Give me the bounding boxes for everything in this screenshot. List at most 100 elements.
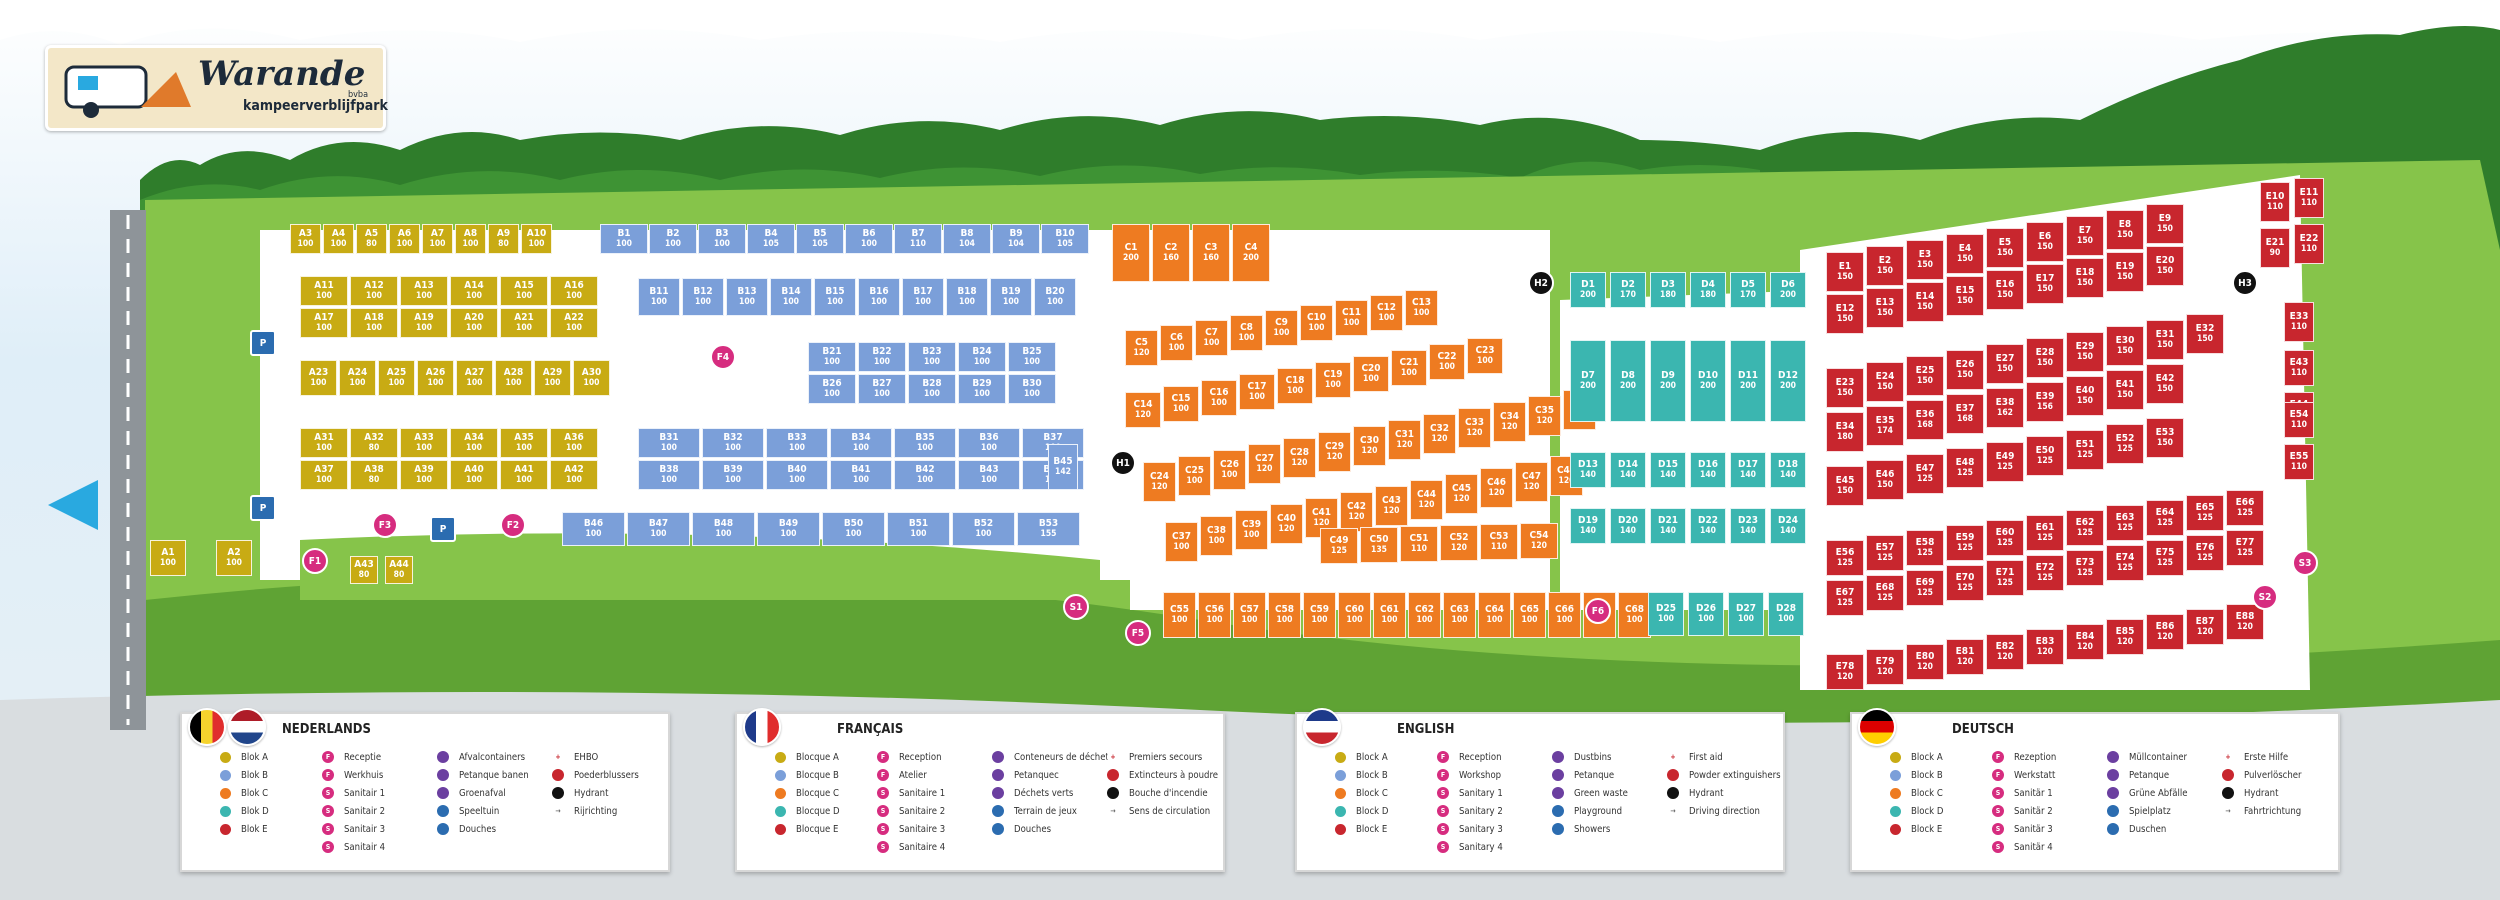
plot-b10[interactable]: B10 105	[1041, 224, 1089, 254]
plot-b30[interactable]: B30 100	[1008, 374, 1056, 404]
plot-e17[interactable]: E17 150	[2026, 264, 2064, 304]
plot-c57[interactable]: C57 100	[1233, 592, 1266, 638]
plot-c21[interactable]: C21 100	[1391, 350, 1427, 386]
plot-a40[interactable]: A40 100	[450, 460, 498, 490]
plot-a11[interactable]: A11 100	[300, 276, 348, 306]
plot-b39[interactable]: B39 100	[702, 460, 764, 490]
plot-b13[interactable]: B13 100	[726, 278, 768, 316]
plot-d27[interactable]: D27 100	[1728, 592, 1764, 636]
plot-a31[interactable]: A31 100	[300, 428, 348, 458]
plot-d22[interactable]: D22 140	[1690, 508, 1726, 544]
plot-b1[interactable]: B1 100	[600, 224, 648, 254]
plot-c52[interactable]: C52 120	[1440, 525, 1478, 561]
plot-e62[interactable]: E62 125	[2066, 510, 2104, 546]
plot-d8[interactable]: D8 200	[1610, 340, 1646, 422]
marker-f2[interactable]: F2	[500, 512, 526, 538]
plot-e30[interactable]: E30 150	[2106, 326, 2144, 366]
plot-c14[interactable]: C14 120	[1125, 392, 1161, 428]
plot-e60[interactable]: E60 125	[1986, 520, 2024, 556]
plot-e1[interactable]: E1 150	[1826, 252, 1864, 292]
marker-s3[interactable]: S3	[2292, 550, 2318, 576]
plot-e59[interactable]: E59 125	[1946, 525, 1984, 561]
plot-e71[interactable]: E71 125	[1986, 560, 2024, 596]
plot-e42[interactable]: E42 150	[2146, 364, 2184, 404]
plot-c44[interactable]: C44 120	[1410, 480, 1443, 520]
plot-a38[interactable]: A38 80	[350, 460, 398, 490]
plot-e38[interactable]: E38 162	[1986, 388, 2024, 428]
plot-c19[interactable]: C19 100	[1315, 362, 1351, 398]
plot-c25[interactable]: C25 100	[1178, 456, 1211, 496]
plot-e66[interactable]: E66 125	[2226, 490, 2264, 526]
plot-c24[interactable]: C24 120	[1143, 462, 1176, 502]
plot-e26[interactable]: E26 150	[1946, 350, 1984, 390]
plot-e50[interactable]: E50 125	[2026, 436, 2064, 476]
plot-c40[interactable]: C40 120	[1270, 504, 1303, 544]
plot-c53[interactable]: C53 110	[1480, 524, 1518, 560]
plot-a39[interactable]: A39 100	[400, 460, 448, 490]
plot-d26[interactable]: D26 100	[1688, 592, 1724, 636]
plot-c39[interactable]: C39 100	[1235, 510, 1268, 550]
plot-c2[interactable]: C2 160	[1152, 224, 1190, 282]
plot-c23[interactable]: C23 100	[1467, 338, 1503, 374]
plot-a41[interactable]: A41 100	[500, 460, 548, 490]
plot-e45[interactable]: E45 150	[1826, 466, 1864, 506]
plot-c6[interactable]: C6 100	[1160, 325, 1193, 361]
plot-d7[interactable]: D7 200	[1570, 340, 1606, 422]
plot-b26[interactable]: B26 100	[808, 374, 856, 404]
plot-a22[interactable]: A22 100	[550, 308, 598, 338]
marker-s2[interactable]: S2	[2252, 584, 2278, 610]
plot-d16[interactable]: D16 140	[1690, 452, 1726, 488]
plot-b9[interactable]: B9 104	[992, 224, 1040, 254]
plot-e22[interactable]: E22 110	[2294, 224, 2324, 264]
plot-b40[interactable]: B40 100	[766, 460, 828, 490]
plot-d17[interactable]: D17 140	[1730, 452, 1766, 488]
plot-c46[interactable]: C46 120	[1480, 468, 1513, 508]
plot-e33[interactable]: E33 110	[2284, 302, 2314, 342]
plot-e86[interactable]: E86 120	[2146, 614, 2184, 650]
plot-e2[interactable]: E2 150	[1866, 246, 1904, 286]
plot-e36[interactable]: E36 168	[1906, 400, 1944, 440]
plot-e69[interactable]: E69 125	[1906, 570, 1944, 606]
plot-c65[interactable]: C65 100	[1513, 592, 1546, 638]
plot-b2[interactable]: B2 100	[649, 224, 697, 254]
plot-d20[interactable]: D20 140	[1610, 508, 1646, 544]
plot-b34[interactable]: B34 100	[830, 428, 892, 458]
plot-c42[interactable]: C42 120	[1340, 492, 1373, 532]
plot-e5[interactable]: E5 150	[1986, 228, 2024, 268]
plot-a18[interactable]: A18 100	[350, 308, 398, 338]
plot-d4[interactable]: D4 180	[1690, 272, 1726, 308]
plot-e52[interactable]: E52 125	[2106, 424, 2144, 464]
plot-d18[interactable]: D18 140	[1770, 452, 1806, 488]
plot-e65[interactable]: E65 125	[2186, 495, 2224, 531]
plot-e27[interactable]: E27 150	[1986, 344, 2024, 384]
plot-e24[interactable]: E24 150	[1866, 362, 1904, 402]
plot-c45[interactable]: C45 120	[1445, 474, 1478, 514]
plot-d10[interactable]: D10 200	[1690, 340, 1726, 422]
plot-b38[interactable]: B38 100	[638, 460, 700, 490]
plot-a28[interactable]: A28 100	[495, 360, 532, 396]
plot-c17[interactable]: C17 100	[1239, 374, 1275, 410]
plot-b20[interactable]: B20 100	[1034, 278, 1076, 316]
plot-b36[interactable]: B36 100	[958, 428, 1020, 458]
plot-c9[interactable]: C9 100	[1265, 310, 1298, 346]
plot-e61[interactable]: E61 125	[2026, 515, 2064, 551]
plot-b24[interactable]: B24 100	[958, 342, 1006, 372]
plot-a4[interactable]: A4 100	[323, 224, 354, 254]
plot-c59[interactable]: C59 100	[1303, 592, 1336, 638]
plot-b14[interactable]: B14 100	[770, 278, 812, 316]
plot-c35[interactable]: C35 120	[1528, 396, 1561, 436]
plot-e82[interactable]: E82 120	[1986, 634, 2024, 670]
plot-c31[interactable]: C31 120	[1388, 420, 1421, 460]
plot-e39[interactable]: E39 156	[2026, 382, 2064, 422]
plot-b22[interactable]: B22 100	[858, 342, 906, 372]
plot-e63[interactable]: E63 125	[2106, 505, 2144, 541]
plot-c16[interactable]: C16 100	[1201, 380, 1237, 416]
plot-a16[interactable]: A16 100	[550, 276, 598, 306]
plot-c50[interactable]: C50 135	[1360, 527, 1398, 563]
plot-a26[interactable]: A26 100	[417, 360, 454, 396]
plot-c38[interactable]: C38 100	[1200, 516, 1233, 556]
plot-b7[interactable]: B7 110	[894, 224, 942, 254]
plot-c55[interactable]: C55 100	[1163, 592, 1196, 638]
plot-a15[interactable]: A15 100	[500, 276, 548, 306]
plot-b5[interactable]: B5 105	[796, 224, 844, 254]
